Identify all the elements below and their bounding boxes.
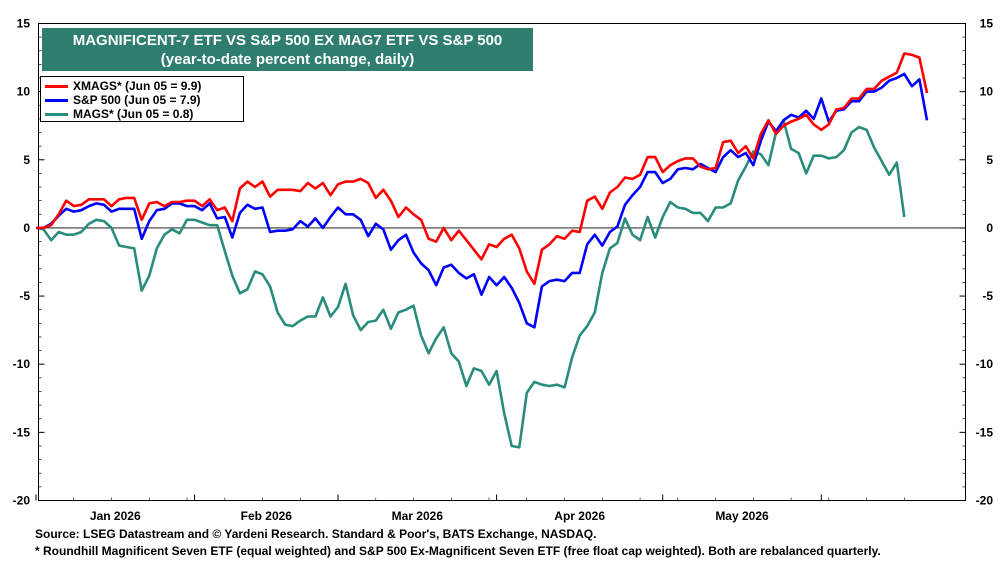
series-footnote: * Roundhill Magnificent Seven ETF (equal… bbox=[35, 544, 881, 558]
x-month-label: Mar 2026 bbox=[392, 509, 444, 523]
legend-swatch-xmags bbox=[45, 84, 68, 88]
chart-subtitle: (year-to-date percent change, daily) bbox=[160, 51, 415, 68]
series-line-2 bbox=[35, 119, 906, 449]
x-month-label: Jan 2026 bbox=[90, 509, 141, 523]
chart-title: MAGNIFICENT-7 ETF VS S&P 500 EX MAG7 ETF… bbox=[72, 32, 503, 49]
y-tick-label-left: 5 bbox=[23, 153, 30, 167]
y-axis-right-labels: -20 -15 -10 -5 0 5 10 15 bbox=[976, 17, 994, 508]
legend-item-mags: MAGS* (Jun 05 = 0.8) bbox=[45, 107, 193, 121]
y-tick-label-left: 15 bbox=[17, 17, 31, 31]
x-month-label: Feb 2026 bbox=[241, 509, 293, 523]
y-tick-label-right: -10 bbox=[976, 357, 994, 371]
legend-item-sp500: S&P 500 (Jun 05 = 7.9) bbox=[45, 93, 201, 107]
plot-frame bbox=[38, 23, 966, 501]
legend-swatch-sp500 bbox=[45, 98, 68, 102]
y-tick-label-right: 10 bbox=[980, 85, 994, 99]
y-tick-label-right: -20 bbox=[976, 494, 994, 508]
y-tick-label-right: -5 bbox=[982, 289, 993, 303]
legend-label-mags: MAGS* (Jun 05 = 0.8) bbox=[73, 107, 194, 121]
x-month-label: May 2026 bbox=[715, 509, 769, 523]
y-tick-label-left: 0 bbox=[23, 221, 30, 235]
legend-label-sp500: S&P 500 (Jun 05 = 7.9) bbox=[73, 93, 201, 107]
legend: XMAGS* (Jun 05 = 9.9) S&P 500 (Jun 05 = … bbox=[40, 76, 244, 122]
y-tick-label-left: 10 bbox=[17, 85, 31, 99]
y-tick-label-right: -15 bbox=[976, 425, 994, 439]
y-tick-label-left: -5 bbox=[19, 289, 30, 303]
legend-swatch-mags bbox=[45, 112, 68, 116]
x-axis-month-labels: Jan 2026 Feb 2026 Mar 2026 Apr 2026 May 2026 bbox=[90, 509, 769, 523]
series-lines bbox=[35, 52, 929, 449]
x-month-label: Apr 2026 bbox=[554, 509, 605, 523]
legend-item-xmags: XMAGS* (Jun 05 = 9.9) bbox=[45, 79, 201, 93]
y-tick-label-left: -10 bbox=[13, 357, 31, 371]
series-line-0 bbox=[36, 52, 929, 286]
chart-title-box: MAGNIFICENT-7 ETF VS S&P 500 EX MAG7 ETF… bbox=[42, 28, 533, 71]
y-tick-label-right: 0 bbox=[986, 221, 993, 235]
legend-label-xmags: XMAGS* (Jun 05 = 9.9) bbox=[73, 79, 202, 93]
y-tick-label-right: 15 bbox=[980, 17, 994, 31]
y-tick-label-left: -20 bbox=[13, 494, 31, 508]
y-tick-label-right: 5 bbox=[986, 153, 993, 167]
source-footnote: Source: LSEG Datastream and © Yardeni Re… bbox=[35, 527, 597, 541]
series-line-1 bbox=[36, 72, 929, 329]
axis-ticks bbox=[35, 23, 966, 501]
y-tick-label-left: -15 bbox=[13, 425, 31, 439]
y-axis-left-labels: -20 -15 -10 -5 0 5 10 15 bbox=[13, 17, 31, 508]
